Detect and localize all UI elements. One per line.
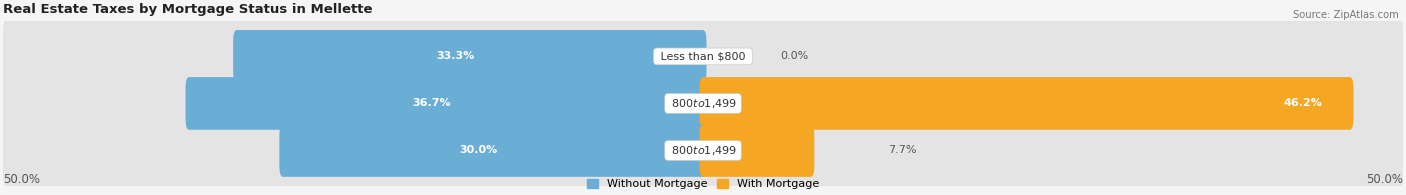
Text: 0.0%: 0.0% bbox=[780, 51, 808, 61]
FancyBboxPatch shape bbox=[280, 124, 706, 177]
Text: Real Estate Taxes by Mortgage Status in Mellette: Real Estate Taxes by Mortgage Status in … bbox=[3, 3, 373, 16]
FancyBboxPatch shape bbox=[3, 14, 1403, 99]
FancyBboxPatch shape bbox=[3, 108, 1403, 193]
FancyBboxPatch shape bbox=[700, 124, 814, 177]
Text: 33.3%: 33.3% bbox=[437, 51, 475, 61]
FancyBboxPatch shape bbox=[3, 61, 1403, 146]
Text: 36.7%: 36.7% bbox=[413, 98, 451, 108]
Text: 30.0%: 30.0% bbox=[460, 145, 498, 155]
FancyBboxPatch shape bbox=[233, 30, 706, 83]
Text: Source: ZipAtlas.com: Source: ZipAtlas.com bbox=[1294, 10, 1399, 20]
Text: 7.7%: 7.7% bbox=[887, 145, 917, 155]
FancyBboxPatch shape bbox=[700, 77, 1354, 130]
Text: $800 to $1,499: $800 to $1,499 bbox=[668, 97, 738, 110]
Text: 46.2%: 46.2% bbox=[1284, 98, 1322, 108]
Legend: Without Mortgage, With Mortgage: Without Mortgage, With Mortgage bbox=[582, 174, 824, 193]
FancyBboxPatch shape bbox=[186, 77, 706, 130]
Text: Less than $800: Less than $800 bbox=[657, 51, 749, 61]
Text: 50.0%: 50.0% bbox=[3, 173, 39, 186]
Text: 50.0%: 50.0% bbox=[1367, 173, 1403, 186]
Text: $800 to $1,499: $800 to $1,499 bbox=[668, 144, 738, 157]
